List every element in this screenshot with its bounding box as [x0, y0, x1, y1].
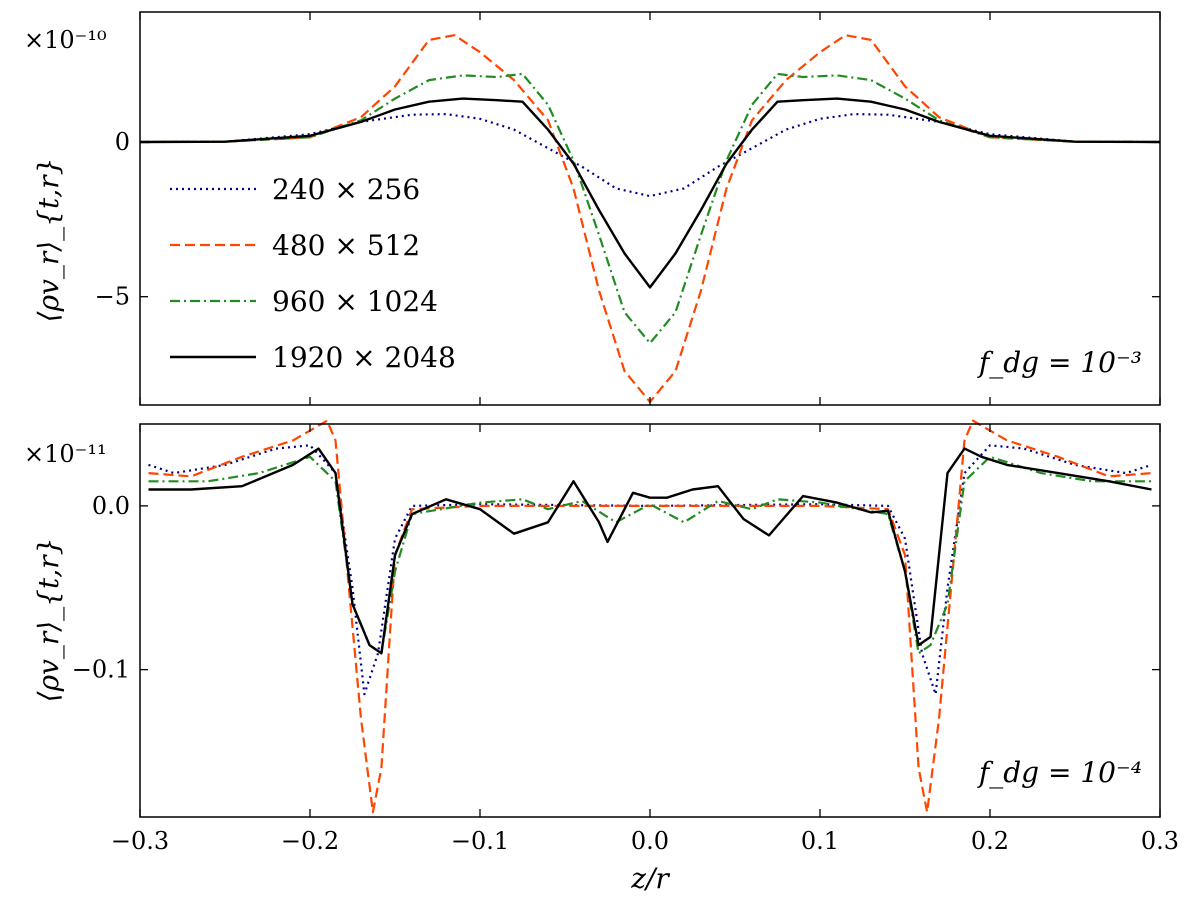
xtick-label-4: 0.1	[801, 827, 839, 855]
bottom-ytick-label-1: −0.1	[72, 656, 130, 684]
xtick-label-5: 0.2	[971, 827, 1009, 855]
xtick-label-3: 0.0	[631, 827, 669, 855]
top-series-line-3	[139, 97, 1161, 289]
top-ticks: 0 −5	[95, 12, 1161, 405]
top-offset-text: ×10⁻¹⁰	[24, 26, 107, 54]
bottom-annotation: f_dg = 10⁻⁴	[977, 756, 1142, 789]
xtick-label-1: −0.2	[281, 827, 339, 855]
top-panel: 0 −5 ×10⁻¹⁰ ⟨ρv_r⟩_{t,r} f_dg = 10⁻³ 240 …	[24, 11, 1161, 406]
legend-label-1: 480 × 512	[272, 229, 420, 262]
top-ylabel: ⟨ρv_r⟩_{t,r}	[32, 158, 65, 323]
legend: 240 × 256 480 × 512 960 × 1024 1920 × 2048	[170, 173, 456, 374]
xtick-label-2: −0.1	[451, 827, 509, 855]
top-ytick-label-1: −5	[95, 283, 130, 311]
legend-label-3: 1920 × 2048	[272, 341, 456, 374]
legend-label-0: 240 × 256	[272, 173, 420, 206]
bottom-ytick-label-0: 0.0	[92, 492, 130, 520]
bottom-series-line-1	[148, 419, 1152, 814]
top-series-line-0	[139, 113, 1161, 198]
bottom-series-line-0	[148, 444, 1152, 696]
xtick-label-6: 0.3	[1141, 827, 1179, 855]
bottom-offset-text: ×10⁻¹¹	[24, 440, 107, 468]
xtick-label-0: −0.3	[111, 827, 169, 855]
x-axis-label: z/r	[630, 862, 670, 895]
bottom-panel: −0.3 −0.2 −0.1 0.0 0.1 0.2 0.3 0.0 −0.1 ×10⁻¹¹ ⟨…	[24, 419, 1179, 895]
top-annotation: f_dg = 10⁻³	[977, 346, 1142, 379]
bottom-ylabel: ⟨ρv_r⟩_{t,r}	[32, 538, 65, 703]
legend-label-2: 960 × 1024	[272, 285, 438, 318]
bottom-series-lines	[148, 419, 1152, 814]
top-ytick-label-0: 0	[115, 128, 130, 156]
bottom-series-line-3	[148, 447, 1152, 655]
bottom-series-line-2	[148, 455, 1152, 655]
bottom-ticks: −0.3 −0.2 −0.1 0.0 0.1 0.2 0.3 0.0 −0.1	[72, 424, 1179, 855]
